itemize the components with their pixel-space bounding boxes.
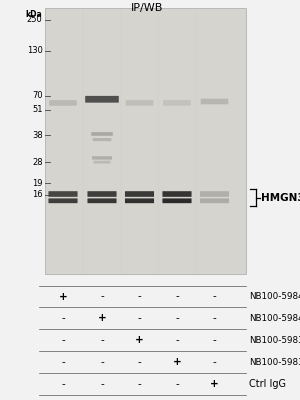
Text: NB100-59839-2: NB100-59839-2 <box>249 358 300 367</box>
FancyBboxPatch shape <box>93 138 111 141</box>
Text: NB100-59840-1: NB100-59840-1 <box>249 292 300 301</box>
Text: -: - <box>213 336 216 346</box>
FancyBboxPatch shape <box>92 156 112 160</box>
Text: +: + <box>210 379 219 389</box>
Text: -: - <box>61 379 65 389</box>
Text: -: - <box>100 379 104 389</box>
Text: 19: 19 <box>32 179 43 188</box>
FancyBboxPatch shape <box>200 198 229 203</box>
Text: NB100-59839-1: NB100-59839-1 <box>249 336 300 345</box>
Text: Ctrl IgG: Ctrl IgG <box>249 379 286 389</box>
Text: -: - <box>213 314 216 324</box>
Text: -: - <box>61 336 65 346</box>
Text: -: - <box>100 292 104 302</box>
Text: +: + <box>98 314 106 324</box>
Text: +: + <box>58 292 68 302</box>
Text: 38: 38 <box>32 131 43 140</box>
Text: +: + <box>135 336 144 346</box>
FancyBboxPatch shape <box>49 198 77 203</box>
FancyBboxPatch shape <box>91 132 113 136</box>
Text: -: - <box>100 336 104 346</box>
Text: 16: 16 <box>32 190 43 199</box>
FancyBboxPatch shape <box>125 198 154 203</box>
Text: -: - <box>138 379 141 389</box>
Text: 51: 51 <box>32 106 43 114</box>
Text: 250: 250 <box>27 15 43 24</box>
Text: -: - <box>61 357 65 367</box>
FancyBboxPatch shape <box>45 8 246 274</box>
FancyBboxPatch shape <box>126 100 153 106</box>
Text: -: - <box>213 357 216 367</box>
FancyBboxPatch shape <box>49 191 77 197</box>
Text: HMGN3: HMGN3 <box>261 193 300 203</box>
Text: -: - <box>213 292 216 302</box>
Text: -: - <box>175 292 179 302</box>
FancyBboxPatch shape <box>94 161 110 164</box>
FancyBboxPatch shape <box>201 99 228 104</box>
FancyBboxPatch shape <box>200 191 229 197</box>
FancyBboxPatch shape <box>49 100 77 106</box>
FancyBboxPatch shape <box>85 96 119 103</box>
FancyBboxPatch shape <box>163 100 191 106</box>
FancyBboxPatch shape <box>163 191 191 197</box>
Text: +: + <box>172 357 182 367</box>
Text: -: - <box>175 314 179 324</box>
Text: kDa: kDa <box>26 10 43 19</box>
FancyBboxPatch shape <box>163 198 191 203</box>
Text: NB100-59840-2: NB100-59840-2 <box>249 314 300 323</box>
Text: -: - <box>138 314 141 324</box>
FancyBboxPatch shape <box>125 191 154 197</box>
FancyBboxPatch shape <box>88 191 117 197</box>
Text: -: - <box>175 336 179 346</box>
Text: -: - <box>61 314 65 324</box>
Text: -: - <box>100 357 104 367</box>
Text: 70: 70 <box>32 91 43 100</box>
FancyBboxPatch shape <box>88 198 117 203</box>
Text: -: - <box>138 357 141 367</box>
Text: -: - <box>138 292 141 302</box>
Text: 130: 130 <box>27 46 43 55</box>
Text: IP/WB: IP/WB <box>131 3 163 13</box>
Text: 28: 28 <box>32 158 43 167</box>
Text: -: - <box>175 379 179 389</box>
